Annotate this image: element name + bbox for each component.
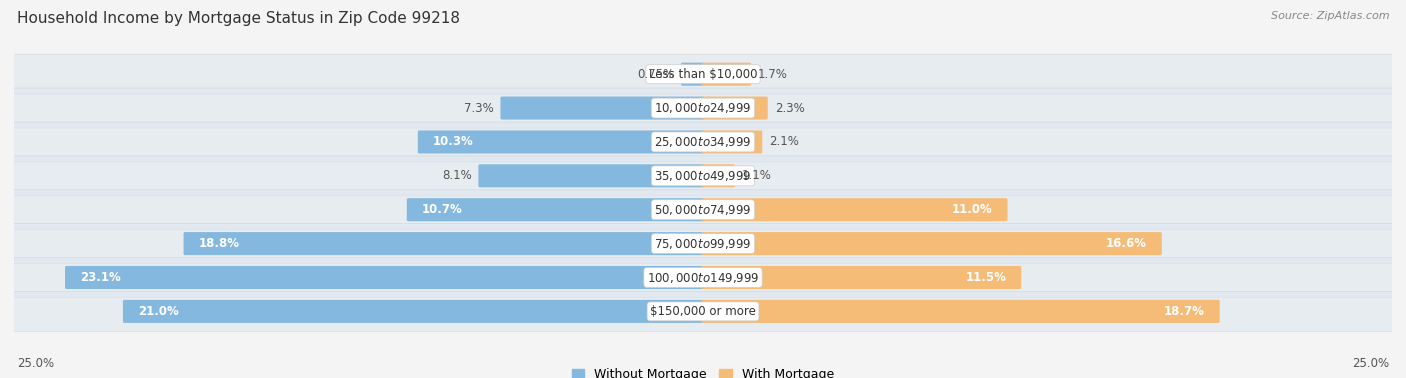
Text: 0.75%: 0.75%: [637, 68, 673, 81]
FancyBboxPatch shape: [702, 130, 762, 153]
Text: 25.0%: 25.0%: [1353, 358, 1389, 370]
Text: 10.3%: 10.3%: [433, 135, 474, 149]
Text: $10,000 to $24,999: $10,000 to $24,999: [654, 101, 752, 115]
FancyBboxPatch shape: [10, 156, 1396, 196]
Text: 23.1%: 23.1%: [80, 271, 121, 284]
FancyBboxPatch shape: [501, 96, 704, 119]
FancyBboxPatch shape: [702, 96, 768, 119]
Text: 11.5%: 11.5%: [966, 271, 1007, 284]
FancyBboxPatch shape: [702, 300, 1219, 323]
Text: 10.7%: 10.7%: [422, 203, 463, 216]
FancyBboxPatch shape: [10, 122, 1396, 162]
Text: Source: ZipAtlas.com: Source: ZipAtlas.com: [1271, 11, 1389, 21]
Text: 7.3%: 7.3%: [464, 102, 494, 115]
Text: 21.0%: 21.0%: [138, 305, 179, 318]
Text: 11.0%: 11.0%: [952, 203, 993, 216]
Text: $100,000 to $149,999: $100,000 to $149,999: [647, 271, 759, 285]
FancyBboxPatch shape: [702, 164, 735, 187]
Text: 2.1%: 2.1%: [769, 135, 799, 149]
Text: 1.7%: 1.7%: [758, 68, 787, 81]
Legend: Without Mortgage, With Mortgage: Without Mortgage, With Mortgage: [572, 368, 834, 378]
Text: $150,000 or more: $150,000 or more: [650, 305, 756, 318]
Text: $50,000 to $74,999: $50,000 to $74,999: [654, 203, 752, 217]
Text: $25,000 to $34,999: $25,000 to $34,999: [654, 135, 752, 149]
Text: 2.3%: 2.3%: [775, 102, 804, 115]
FancyBboxPatch shape: [10, 190, 1396, 230]
Text: 18.7%: 18.7%: [1164, 305, 1205, 318]
Text: $35,000 to $49,999: $35,000 to $49,999: [654, 169, 752, 183]
FancyBboxPatch shape: [10, 224, 1396, 263]
FancyBboxPatch shape: [184, 232, 704, 255]
FancyBboxPatch shape: [702, 266, 1021, 289]
FancyBboxPatch shape: [702, 63, 751, 86]
FancyBboxPatch shape: [702, 232, 1161, 255]
FancyBboxPatch shape: [681, 63, 704, 86]
Text: 8.1%: 8.1%: [441, 169, 471, 182]
Text: 1.1%: 1.1%: [741, 169, 772, 182]
FancyBboxPatch shape: [10, 291, 1396, 332]
FancyBboxPatch shape: [478, 164, 704, 187]
FancyBboxPatch shape: [122, 300, 704, 323]
Text: Less than $10,000: Less than $10,000: [648, 68, 758, 81]
Text: 16.6%: 16.6%: [1105, 237, 1147, 250]
FancyBboxPatch shape: [10, 257, 1396, 297]
FancyBboxPatch shape: [65, 266, 704, 289]
Text: Household Income by Mortgage Status in Zip Code 99218: Household Income by Mortgage Status in Z…: [17, 11, 460, 26]
Text: 25.0%: 25.0%: [17, 358, 53, 370]
FancyBboxPatch shape: [418, 130, 704, 153]
FancyBboxPatch shape: [406, 198, 704, 221]
Text: $75,000 to $99,999: $75,000 to $99,999: [654, 237, 752, 251]
Text: 18.8%: 18.8%: [198, 237, 239, 250]
FancyBboxPatch shape: [10, 54, 1396, 94]
FancyBboxPatch shape: [10, 88, 1396, 128]
FancyBboxPatch shape: [702, 198, 1008, 221]
